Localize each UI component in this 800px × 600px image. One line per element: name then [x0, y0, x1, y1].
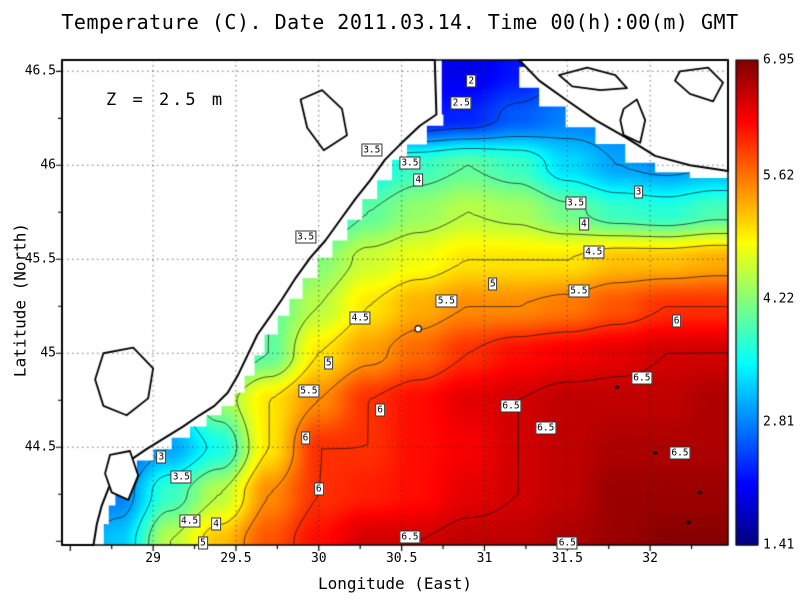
- contour-label: 4: [211, 517, 221, 531]
- contour-label: 3.5: [564, 196, 587, 210]
- contour-label: 2.5: [450, 96, 472, 110]
- contour-label: 5: [323, 356, 334, 370]
- contour-label: 6: [300, 431, 311, 445]
- y-tick-label: 44.5: [24, 439, 56, 455]
- y-tick-label: 45: [40, 345, 56, 361]
- colorbar-label: 6.95: [763, 52, 795, 68]
- contour-label: 6: [313, 482, 324, 496]
- contour-label: 3: [633, 185, 644, 199]
- y-tick-label: 46: [40, 157, 56, 173]
- contour-label: 6.5: [399, 530, 421, 544]
- y-tick-label: 46.5: [24, 63, 56, 79]
- contour-label: 5: [487, 277, 498, 291]
- contour-label: 6.5: [556, 536, 578, 550]
- contour-label: 6: [375, 403, 385, 417]
- depth-annotation: Z = 2.5 m: [106, 90, 226, 110]
- x-tick-label: 29.5: [220, 551, 252, 566]
- contour-label: 3.5: [361, 143, 383, 157]
- contour-label: 4.5: [583, 245, 605, 259]
- contour-label: 5.5: [435, 294, 457, 308]
- x-tick-label: 31: [476, 551, 493, 566]
- contour-label: 6: [671, 314, 682, 328]
- contour-label: 3.5: [399, 156, 421, 170]
- contour-label: 3: [156, 450, 167, 464]
- x-axis-label: Longitude (East): [317, 574, 473, 593]
- y-tick-label: 45.5: [24, 251, 56, 267]
- colorbar-label: 4.22: [763, 291, 795, 307]
- contour-label: 5.5: [298, 384, 320, 398]
- contour-label: 2: [466, 74, 477, 88]
- x-tick-label: 30: [310, 551, 327, 566]
- x-tick-label: 31.5: [551, 551, 583, 566]
- contour-label: 6.5: [500, 399, 522, 413]
- colorbar-label: 2.81: [763, 414, 795, 430]
- contour-label: 3.5: [170, 470, 192, 484]
- contour-label: 4: [413, 173, 424, 187]
- contour-label: 3.5: [294, 230, 317, 244]
- x-tick-label: 32: [642, 551, 658, 566]
- contour-label: 4.5: [349, 311, 371, 325]
- contour-label: 4: [578, 217, 589, 231]
- contour-label: 6.5: [669, 446, 691, 460]
- contour-label: 5.5: [568, 284, 590, 298]
- colorbar-label: 1.41: [763, 537, 795, 553]
- y-axis-label: Latitude (North): [10, 222, 30, 378]
- contour-label: 6.5: [535, 421, 557, 435]
- contour-label: 6.5: [631, 371, 653, 385]
- plot-title: Temperature (C). Date 2011.03.14. Time 0…: [61, 10, 739, 34]
- contour-label: 5: [197, 536, 208, 550]
- x-tick-label: 30.5: [385, 551, 418, 566]
- contour-label: 4.5: [178, 514, 201, 528]
- x-tick-label: 29: [145, 551, 161, 566]
- colorbar-label: 5.62: [763, 168, 795, 184]
